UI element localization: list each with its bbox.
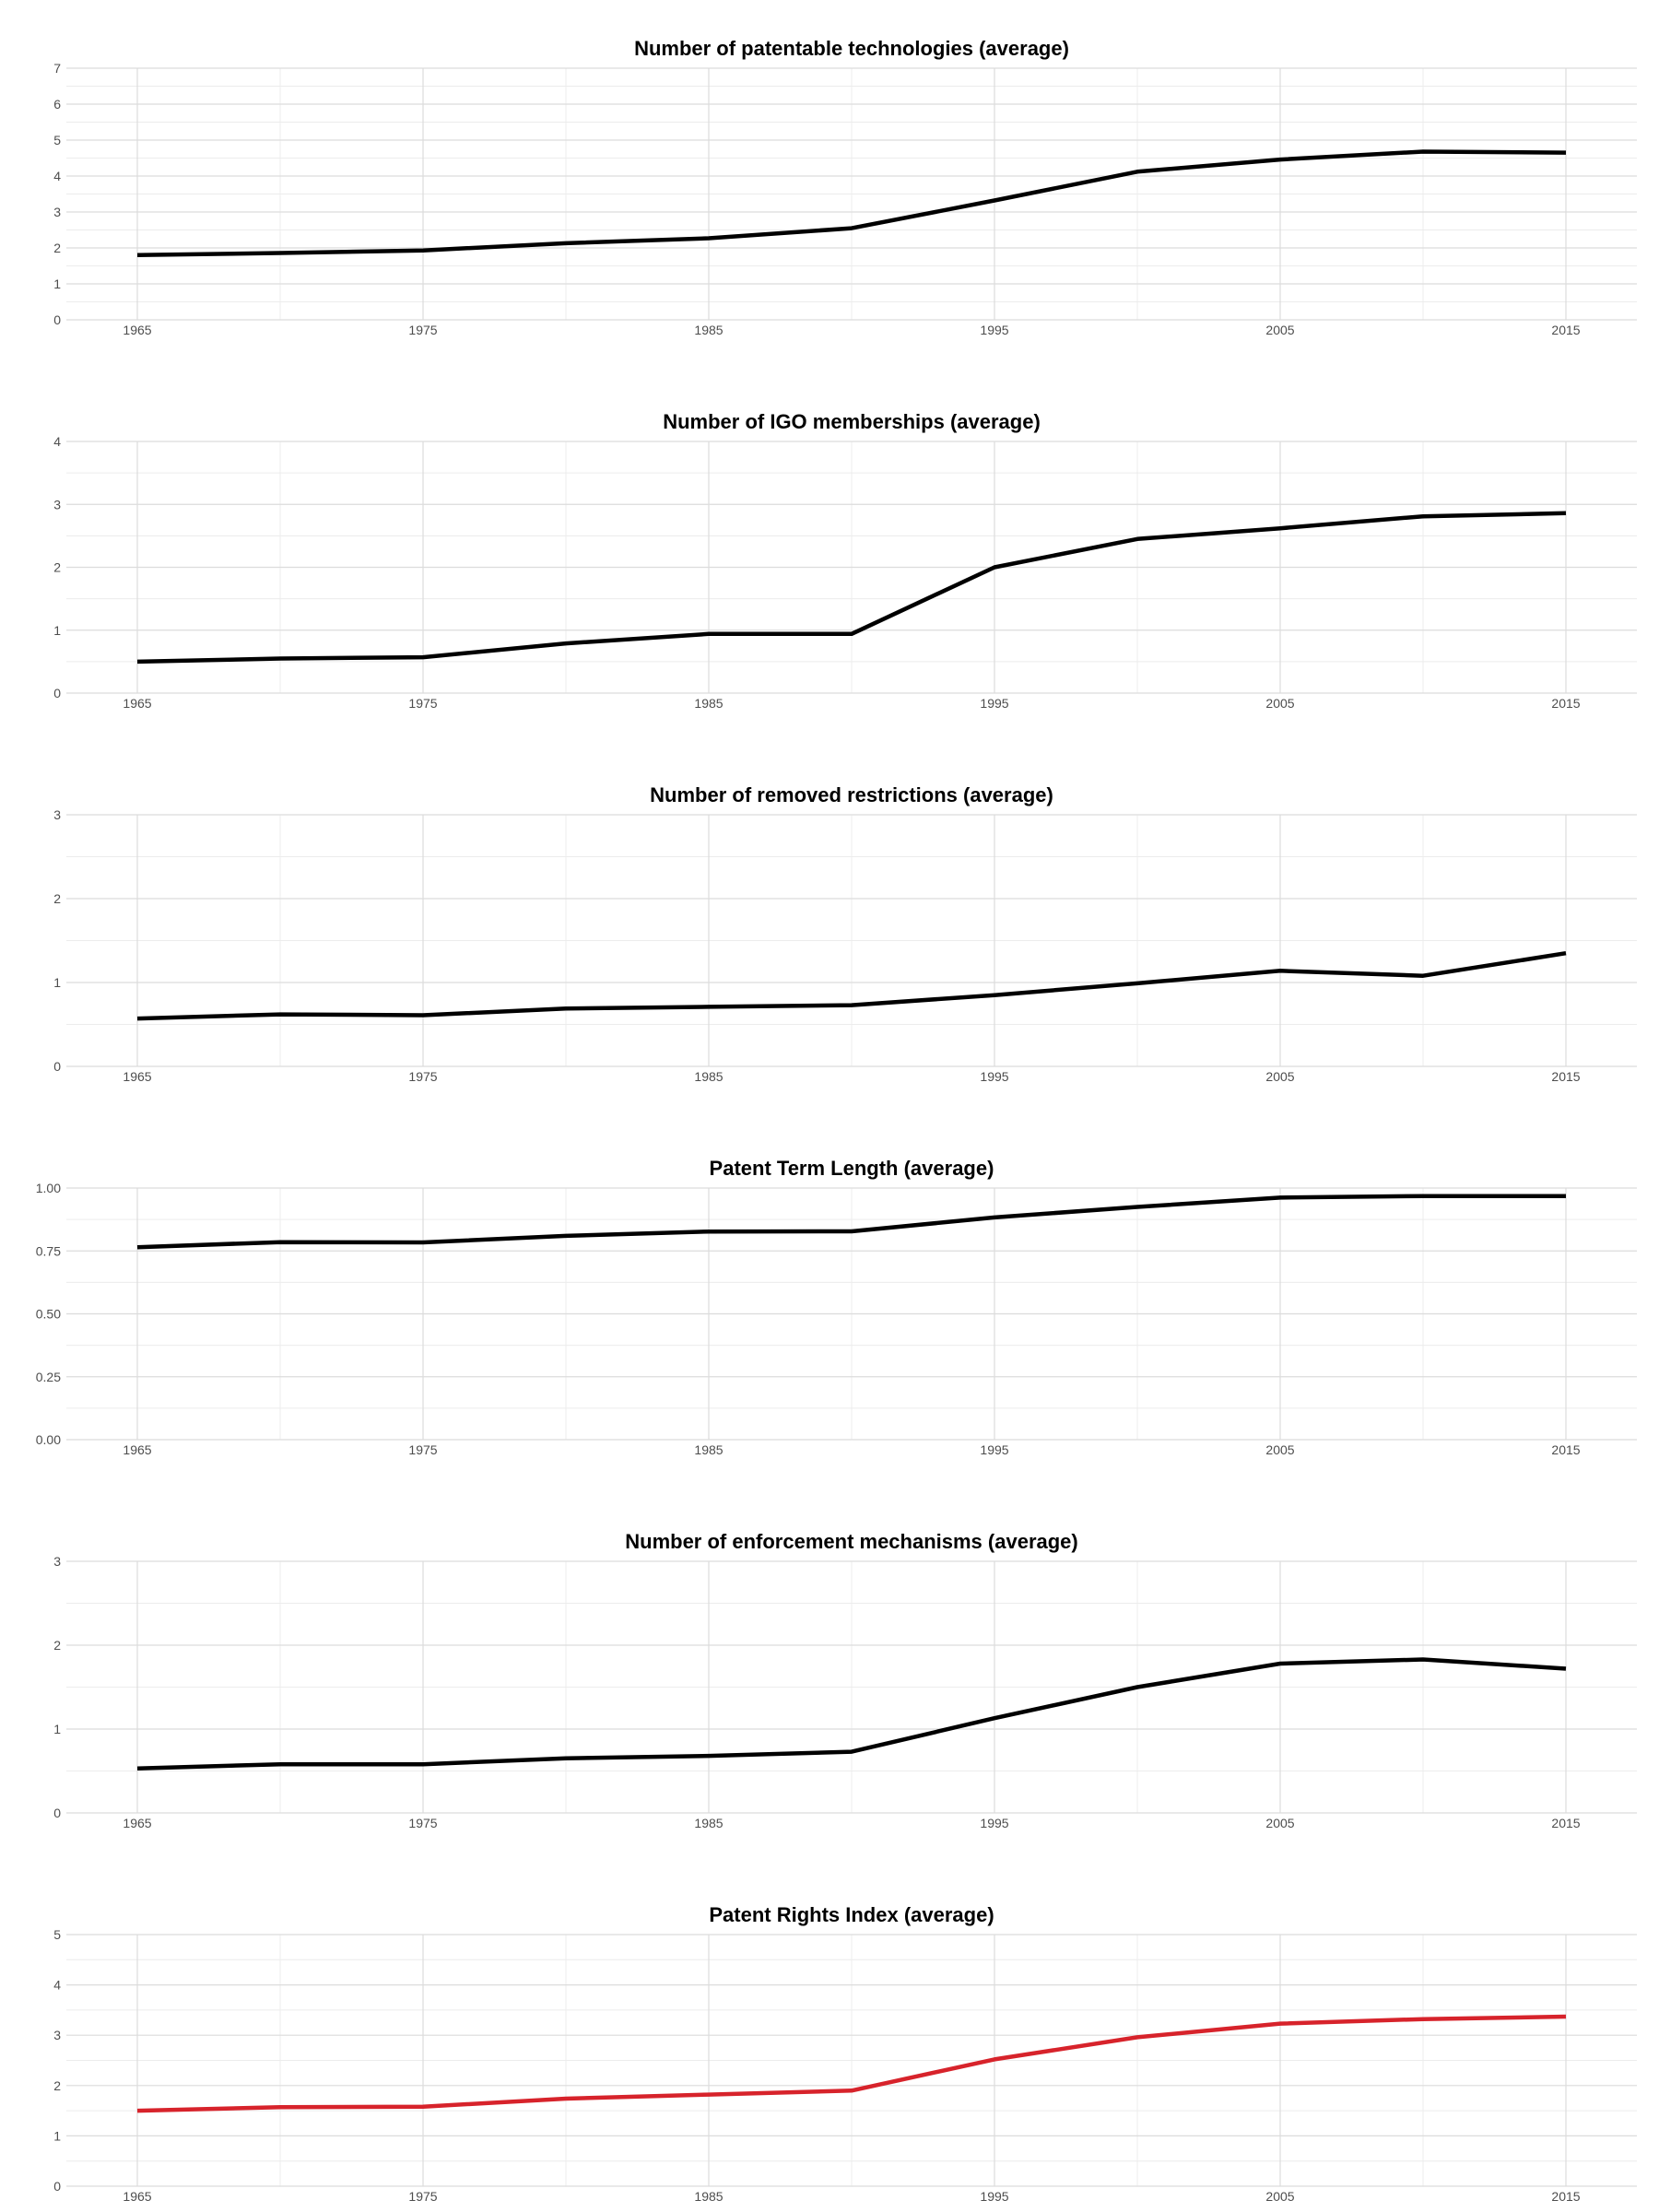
x-tick-label: 1975	[408, 1816, 437, 1830]
y-tick-label: 4	[53, 1978, 61, 1993]
y-tick-label: 5	[53, 133, 61, 147]
y-tick-label: 0.25	[36, 1370, 61, 1384]
x-tick-label: 2015	[1551, 2189, 1580, 2204]
y-tick-label: 0	[53, 1059, 61, 1074]
series-line	[136, 2014, 1567, 2113]
x-tick-label: 1965	[123, 1069, 151, 1084]
x-tick-label: 1985	[694, 1442, 723, 1457]
y-tick-label: 0.75	[36, 1243, 61, 1258]
x-tick-label: 1975	[408, 2189, 437, 2204]
x-tick-label: 1995	[980, 1069, 1008, 1084]
chart-panel-2: 0 1 2 3 4 1965 1975 1985 1995 2005 2015 Number of I…	[53, 410, 1637, 711]
y-tick-label: 7	[53, 61, 61, 76]
y-tick-label: 2	[53, 560, 61, 575]
y-tick-label: 3	[53, 205, 61, 219]
x-tick-label: 1985	[694, 1816, 723, 1830]
chart-panel-3: 0 1 2 3 1965 1975 1985 1995 2005 2015 Number of re…	[53, 783, 1637, 1084]
y-tick-label: 3	[53, 2028, 61, 2042]
series-line	[136, 511, 1567, 665]
series-line	[136, 1657, 1567, 1771]
y-tick-label: 0	[53, 312, 61, 327]
y-tick-label: 0.00	[36, 1432, 61, 1447]
chart-title: Number of enforcement mechanisms (averag…	[625, 1530, 1078, 1553]
x-tick-label: 1995	[980, 1442, 1008, 1457]
y-tick-label: 4	[53, 434, 61, 449]
y-tick-label: 1	[53, 276, 61, 291]
y-tick-label: 3	[53, 807, 61, 822]
x-tick-label: 1965	[123, 1442, 151, 1457]
series-line	[136, 1194, 1566, 1250]
chart-title: Number of patentable technologies (avera…	[634, 37, 1069, 60]
y-tick-label: 3	[53, 497, 61, 512]
x-tick-label: 1985	[694, 323, 723, 337]
y-tick-label: 2	[53, 241, 61, 255]
chart-title: Number of IGO memberships (average)	[663, 410, 1041, 433]
x-tick-label: 1985	[694, 1069, 723, 1084]
x-tick-label: 1975	[408, 1069, 437, 1084]
x-tick-label: 1975	[408, 323, 437, 337]
chart-panel-5: 0 1 2 3 1965 1975 1985 1995 2005 2015 Number of en…	[53, 1530, 1637, 1830]
y-tick-label: 2	[53, 1638, 61, 1653]
chart-title: Number of removed restrictions (average)	[650, 783, 1053, 806]
y-tick-label: 0	[53, 686, 61, 700]
x-tick-label: 1965	[123, 696, 151, 711]
x-tick-label: 1995	[980, 696, 1008, 711]
series-line	[136, 149, 1567, 258]
y-tick-label: 1.00	[36, 1181, 61, 1195]
y-tick-label: 0.50	[36, 1307, 61, 1322]
chart-panel-1: 0 1 2 3 4 5 6 7 1965 1975 1985 1995 2005 2015 Number o…	[53, 37, 1637, 337]
y-tick-label: 4	[53, 169, 61, 183]
x-tick-label: 1985	[694, 2189, 723, 2204]
x-tick-label: 2005	[1265, 1069, 1294, 1084]
y-tick-label: 1	[53, 623, 61, 638]
x-tick-label: 1995	[980, 2189, 1008, 2204]
x-tick-label: 2005	[1265, 323, 1294, 337]
y-tick-label: 0	[53, 1806, 61, 1820]
x-tick-label: 1965	[123, 2189, 151, 2204]
x-tick-label: 1995	[980, 323, 1008, 337]
y-tick-label: 6	[53, 97, 61, 112]
x-tick-label: 1975	[408, 1442, 437, 1457]
x-tick-label: 2015	[1551, 1069, 1580, 1084]
y-tick-label: 5	[53, 1927, 61, 1942]
series-line	[136, 950, 1567, 1021]
x-tick-label: 1975	[408, 696, 437, 711]
x-tick-label: 1965	[123, 323, 151, 337]
y-tick-label: 3	[53, 1554, 61, 1569]
y-tick-label: 1	[53, 1722, 61, 1736]
x-tick-label: 2005	[1265, 696, 1294, 711]
x-tick-label: 2015	[1551, 696, 1580, 711]
y-tick-label: 0	[53, 2179, 61, 2194]
x-tick-label: 1965	[123, 1816, 151, 1830]
chart-panel-4: 0.00 0.25 0.50 0.75 1.00 1965 1975 1985 1995 2005…	[36, 1157, 1637, 1457]
chart-panel-6: 0 1 2 3 4 5 1965 1975 1985 1995 2005 2015 Patent Rig…	[53, 1903, 1637, 2204]
y-tick-label: 2	[53, 2078, 61, 2093]
x-tick-label: 2005	[1265, 2189, 1294, 2204]
chart-title: Patent Term Length (average)	[710, 1157, 994, 1180]
chart-title: Patent Rights Index (average)	[709, 1903, 994, 1926]
x-tick-label: 2015	[1551, 1816, 1580, 1830]
x-tick-label: 1985	[694, 696, 723, 711]
x-tick-label: 2015	[1551, 1442, 1580, 1457]
y-tick-label: 1	[53, 2128, 61, 2143]
x-tick-label: 2005	[1265, 1442, 1294, 1457]
x-tick-label: 2015	[1551, 323, 1580, 337]
y-tick-label: 2	[53, 891, 61, 906]
x-tick-label: 2005	[1265, 1816, 1294, 1830]
x-tick-label: 1995	[980, 1816, 1008, 1830]
y-tick-label: 1	[53, 975, 61, 990]
